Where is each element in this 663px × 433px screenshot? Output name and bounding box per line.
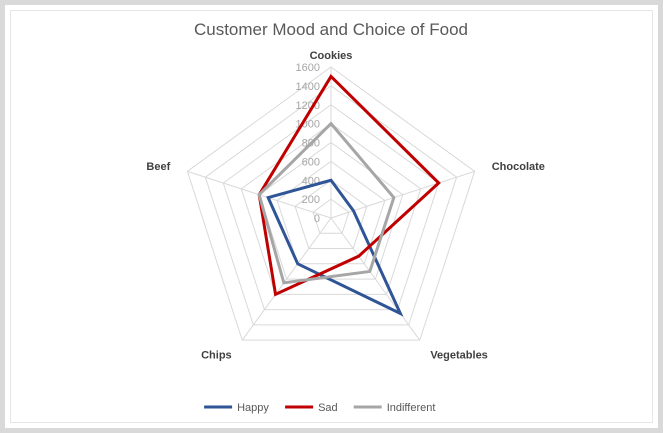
grid-ring xyxy=(294,179,368,250)
radar-grid xyxy=(186,66,476,341)
legend: Happy Sad Indifferent xyxy=(204,402,435,414)
grid-ring xyxy=(312,198,350,234)
series-happy-line xyxy=(266,178,404,317)
legend-item-happy: Happy xyxy=(204,402,269,414)
grid-spoke xyxy=(330,217,421,341)
category-label: Cookies xyxy=(310,50,353,62)
category-label: Chips xyxy=(201,350,232,362)
legend-item-indifferent: Indifferent xyxy=(353,402,436,414)
legend-label: Sad xyxy=(318,402,338,414)
radar-series xyxy=(257,74,441,317)
radar-category-labels: Cookies Chocolate Vegetables Chips Beef xyxy=(146,50,544,362)
r-tick-label: 200 xyxy=(302,194,320,206)
r-tick-label: 600 xyxy=(302,156,320,168)
grid-ring xyxy=(204,85,458,326)
chart-title: Customer Mood and Choice of Food xyxy=(194,20,468,39)
r-tick-label: 0 xyxy=(314,213,320,225)
category-label: Chocolate xyxy=(492,161,545,173)
r-tick-label: 1400 xyxy=(296,81,320,93)
grid-spoke xyxy=(241,217,332,341)
category-label: Vegetables xyxy=(430,350,487,362)
grid-ring xyxy=(222,104,440,311)
grid-ring xyxy=(186,66,476,341)
grid-ring xyxy=(240,123,422,295)
series-sad-line xyxy=(257,74,441,297)
legend-label: Happy xyxy=(237,402,269,414)
legend-label: Indifferent xyxy=(387,402,436,414)
series-indifferent-line xyxy=(257,121,396,285)
legend-item-sad: Sad xyxy=(285,402,338,414)
category-label: Beef xyxy=(146,161,170,173)
grid-spoke xyxy=(330,170,475,219)
r-tick-label: 1600 xyxy=(296,62,320,74)
